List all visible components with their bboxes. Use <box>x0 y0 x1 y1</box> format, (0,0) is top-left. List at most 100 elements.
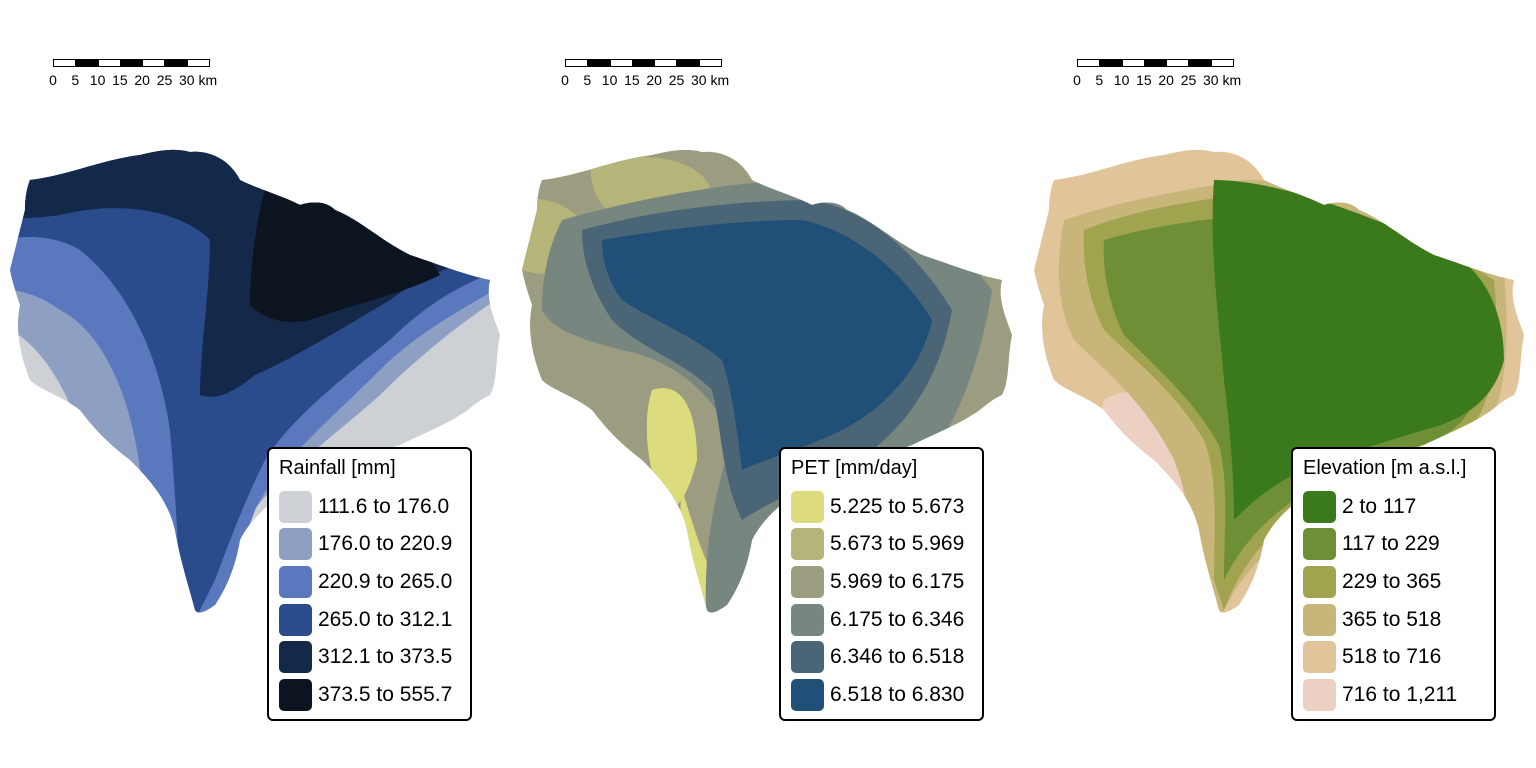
scale-segment <box>1188 59 1212 67</box>
legend-item: 117 to 229 <box>1303 526 1484 564</box>
scale-tick-label: 25 <box>1180 72 1197 88</box>
legend-item: 176.0 to 220.9 <box>279 526 460 564</box>
scale-tick-label: 10 <box>601 72 618 88</box>
legend-item: 265.0 to 312.1 <box>279 601 460 639</box>
legend-label: 6.175 to 6.346 <box>830 607 965 631</box>
legend-title: Elevation [m a.s.l.] <box>1303 457 1467 479</box>
legend-swatch <box>1303 565 1336 598</box>
legend-swatch <box>1303 490 1336 523</box>
legend-item: 6.175 to 6.346 <box>791 601 972 639</box>
scale-segment <box>587 59 611 67</box>
scale-segment <box>1099 59 1123 67</box>
scale-segment <box>631 59 656 67</box>
scale-segment <box>97 59 121 67</box>
scale-tick-label: 15 <box>624 72 640 88</box>
legend-label: 518 to 716 <box>1342 645 1442 669</box>
scale-segment <box>654 59 678 67</box>
rainfall-map <box>10 149 500 613</box>
legend-item: 2 to 117 <box>1303 488 1484 526</box>
legend-item: 373.5 to 555.7 <box>279 676 460 714</box>
scale-tick-label: 15 <box>1136 72 1152 88</box>
legend-label: 312.1 to 373.5 <box>318 645 453 669</box>
legend-swatch <box>279 678 312 711</box>
legend-swatch <box>279 528 312 561</box>
legend-item: 5.673 to 5.969 <box>791 526 972 564</box>
scale-tick-label: 20 <box>134 72 150 88</box>
scale-segment <box>142 59 166 67</box>
legend-item: 716 to 1,211 <box>1303 676 1484 714</box>
pet-zone-6 <box>602 220 932 470</box>
legend-label: 229 to 365 <box>1342 569 1442 593</box>
scale-tick-label: 0 <box>1073 72 1081 88</box>
legend-label: 5.225 to 5.673 <box>830 494 965 518</box>
legend-swatch <box>279 490 312 523</box>
scale-tick-label: 5 <box>71 72 80 88</box>
scale-tick-label: 10 <box>1113 72 1130 88</box>
legend-label: 2 to 117 <box>1342 494 1417 518</box>
scale-segment <box>53 59 77 67</box>
scale-tick-label: 10 <box>89 72 106 88</box>
legend-label: 5.969 to 6.175 <box>830 569 965 593</box>
scale-tick-label: 20 <box>646 72 662 88</box>
elevation-zone-1 <box>1212 180 1504 520</box>
legend-item: 6.346 to 6.518 <box>791 638 972 676</box>
legend-item: 312.1 to 373.5 <box>279 638 460 676</box>
legend-swatch <box>1303 603 1336 636</box>
elevation-map <box>1034 149 1524 613</box>
legend-title: PET [mm/day] <box>791 457 918 479</box>
scale-segment <box>1077 59 1101 67</box>
scale-segment <box>75 59 99 67</box>
scale-tick-label: 5 <box>1095 72 1104 88</box>
legend-swatch <box>279 565 312 598</box>
scale-tick-label: 25 <box>156 72 173 88</box>
scale-segment <box>1210 59 1235 67</box>
scale-segment <box>676 59 700 67</box>
legend-item: 5.225 to 5.673 <box>791 488 972 526</box>
rainfall-zone-6 <box>250 168 440 322</box>
legend-swatch <box>1303 678 1336 711</box>
pet-zone-1b <box>646 388 697 508</box>
rainfall-legend: Rainfall [mm] 111.6 to 176.0 176.0 to 220… <box>267 447 472 721</box>
legend-label: 6.518 to 6.830 <box>830 682 965 706</box>
legend-swatch <box>791 528 824 561</box>
legend-swatch <box>279 641 312 674</box>
scale-bar: 0 5 10 15 20 25 30 km <box>49 59 243 89</box>
legend-swatch <box>791 678 824 711</box>
scale-segment <box>1143 59 1168 67</box>
scale-segment <box>119 59 144 67</box>
legend-title: Rainfall [mm] <box>279 457 396 479</box>
legend-item: 6.518 to 6.830 <box>791 676 972 714</box>
legend-item: 365 to 518 <box>1303 601 1484 639</box>
scale-tick-label: 30 <box>179 72 195 88</box>
legend-swatch <box>791 603 824 636</box>
legend-swatch <box>791 565 824 598</box>
legend-label: 265.0 to 312.1 <box>318 607 453 631</box>
legend-item: 5.969 to 6.175 <box>791 563 972 601</box>
scale-tick-label: 0 <box>561 72 569 88</box>
legend-label: 176.0 to 220.9 <box>318 532 453 556</box>
scale-unit-label: km <box>198 72 218 88</box>
legend-swatch <box>791 490 824 523</box>
legend-label: 5.673 to 5.969 <box>830 532 965 556</box>
pet-map <box>522 149 1012 613</box>
pet-zone-1a <box>892 190 942 250</box>
scale-segment <box>1121 59 1145 67</box>
pet-map-panel: 0 5 10 15 20 25 30 km PET [mm/day] 5.225 to 5.6… <box>512 0 1024 768</box>
legend-label: 365 to 518 <box>1342 607 1442 631</box>
legend-swatch <box>279 603 312 636</box>
scale-bar: 0 5 10 15 20 25 30 km <box>561 59 755 89</box>
elevation-legend: Elevation [m a.s.l.] 2 to 117 117 to 229 2… <box>1291 447 1496 721</box>
scale-segment <box>186 59 211 67</box>
rainfall-map-panel: 0 5 10 15 20 25 30 km Rainfall [mm] 111.6 to 17… <box>0 0 512 768</box>
scale-unit-label: km <box>1222 72 1242 88</box>
legend-item: 229 to 365 <box>1303 563 1484 601</box>
scale-tick-label: 20 <box>1158 72 1174 88</box>
scale-unit-label: km <box>710 72 730 88</box>
pet-legend: PET [mm/day] 5.225 to 5.673 5.673 to 5.96… <box>779 447 984 721</box>
legend-label: 117 to 229 <box>1342 532 1440 556</box>
scale-tick-label: 25 <box>668 72 685 88</box>
scale-tick-label: 30 <box>691 72 707 88</box>
scale-segment <box>1166 59 1190 67</box>
legend-item: 518 to 716 <box>1303 638 1484 676</box>
scale-tick-label: 15 <box>112 72 128 88</box>
